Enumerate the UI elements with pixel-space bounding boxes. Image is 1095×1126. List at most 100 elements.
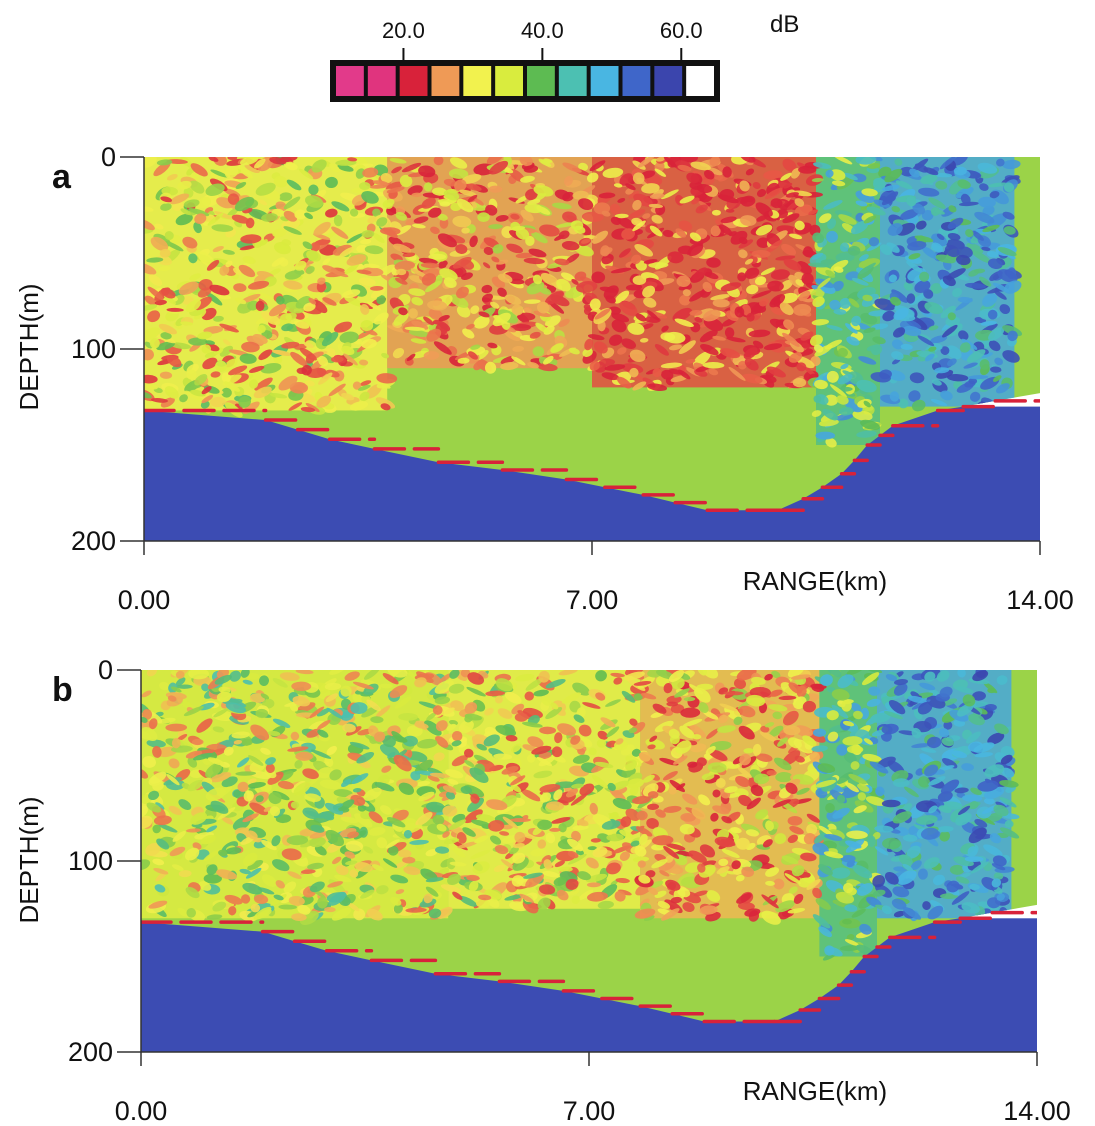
field-speckle — [717, 194, 739, 204]
field-speckle — [519, 157, 533, 167]
field-speckle — [374, 782, 395, 792]
field-speckle — [888, 699, 906, 715]
field-speckle — [416, 738, 438, 749]
field-speckle — [413, 216, 429, 224]
field-speckle — [205, 762, 223, 778]
field-speckle — [155, 802, 165, 810]
field-speckle — [1000, 754, 1013, 765]
field-speckle — [537, 301, 550, 314]
field-speckle — [647, 744, 656, 750]
field-speckle — [478, 894, 492, 901]
field-speckle — [425, 877, 444, 883]
field-speckle — [679, 195, 695, 204]
field-speckle — [471, 819, 492, 827]
field-speckle — [718, 858, 729, 867]
field-speckle — [922, 901, 931, 910]
field-speckle — [208, 157, 219, 162]
field-speckle — [153, 867, 169, 875]
field-speckle — [247, 280, 270, 290]
field-speckle — [490, 835, 502, 845]
field-speckle — [842, 919, 852, 925]
field-speckle — [860, 419, 880, 430]
field-speckle — [160, 196, 173, 203]
field-speckle — [932, 874, 946, 886]
field-speckle — [803, 246, 814, 258]
field-speckle — [387, 670, 408, 678]
field-speckle — [164, 231, 174, 241]
field-speckle — [752, 743, 762, 756]
field-speckle — [231, 731, 250, 739]
field-speckle — [811, 410, 822, 417]
field-speckle — [905, 319, 922, 329]
field-speckle — [260, 693, 270, 700]
field-speckle — [829, 299, 841, 310]
field-speckle — [587, 846, 597, 851]
field-speckle — [213, 315, 224, 322]
field-speckle — [360, 889, 375, 899]
field-speckle — [352, 681, 374, 690]
field-speckle — [606, 726, 620, 738]
field-speckle — [947, 312, 956, 321]
field-speckle — [515, 673, 535, 682]
field-speckle — [317, 729, 329, 738]
field-speckle — [434, 680, 454, 694]
field-speckle — [432, 814, 445, 825]
panel-label: a — [52, 158, 72, 196]
field-speckle — [408, 308, 418, 319]
field-speckle — [565, 253, 580, 264]
field-speckle — [884, 871, 899, 885]
field-speckle — [667, 251, 684, 264]
field-speckle — [996, 893, 1005, 901]
field-speckle — [545, 678, 566, 689]
field-speckle — [456, 832, 467, 844]
field-speckle — [813, 344, 824, 353]
field-speckle — [252, 333, 268, 345]
field-speckle — [341, 779, 352, 788]
field-speckle — [158, 823, 178, 833]
field-speckle — [335, 865, 349, 876]
field-speckle — [485, 690, 505, 697]
field-speckle — [690, 161, 711, 171]
field-speckle — [242, 882, 263, 895]
field-speckle — [649, 735, 658, 742]
field-speckle — [891, 339, 904, 350]
field-speckle — [449, 670, 460, 679]
field-speckle — [268, 791, 282, 805]
field-speckle — [283, 196, 301, 210]
field-speckle — [780, 682, 798, 696]
field-speckle — [592, 846, 608, 858]
field-speckle — [349, 401, 369, 411]
field-speckle — [940, 390, 953, 401]
field-speckle — [825, 437, 837, 448]
field-speckle — [1003, 182, 1015, 193]
field-speckle — [736, 892, 752, 904]
field-speckle — [889, 391, 900, 402]
field-speckle — [940, 346, 950, 355]
field-speckle — [668, 344, 682, 351]
field-speckle — [844, 939, 859, 946]
field-speckle — [811, 252, 824, 260]
field-speckle — [357, 384, 371, 391]
field-speckle — [259, 239, 268, 246]
field-speckle — [239, 245, 256, 251]
field-speckle — [936, 233, 945, 241]
field-speckle — [302, 768, 319, 780]
field-speckle — [765, 880, 775, 886]
field-speckle — [846, 336, 860, 346]
field-speckle — [439, 217, 449, 229]
field-speckle — [909, 168, 920, 178]
field-speckle — [788, 352, 803, 363]
field-speckle — [572, 190, 589, 200]
field-speckle — [517, 312, 536, 321]
field-speckle — [265, 763, 275, 774]
field-speckle — [818, 419, 839, 427]
field-speckle — [353, 830, 367, 840]
field-speckle — [634, 908, 656, 919]
field-speckle — [247, 782, 266, 789]
field-speckle — [687, 242, 704, 257]
field-speckle — [188, 670, 210, 680]
field-speckle — [577, 871, 591, 881]
field-speckle — [366, 699, 381, 712]
field-speckle — [415, 812, 433, 827]
field-speckle — [562, 162, 582, 173]
